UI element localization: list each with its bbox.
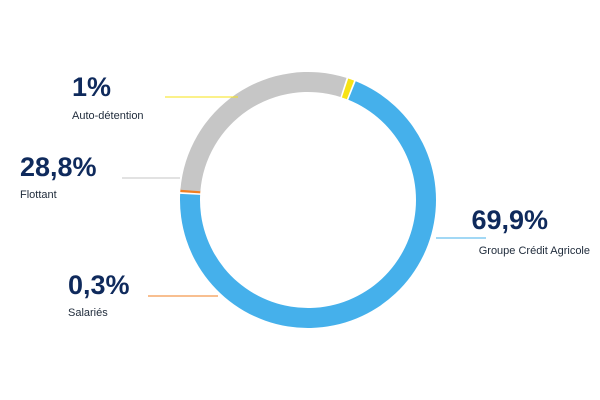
slice-value-auto-detention: 1% [72,72,112,102]
slice-auto-detention [341,78,355,100]
slice-label-flottant: Flottant [20,189,57,201]
leader-lines [122,96,486,297]
slice-label-groupe-credit-agricole: Groupe Crédit Agricole [478,245,590,257]
slice-value-flottant: 28,8% [20,152,97,182]
slice-flottant [180,72,347,192]
slice-label-salaries: Salariés [68,307,108,319]
slice-value-salaries: 0,3% [68,270,130,300]
slice-value-groupe-credit-agricole: 69,9% [471,205,548,235]
donut-slices [180,72,436,328]
slice-label-auto-detention: Auto-détention [72,110,144,122]
